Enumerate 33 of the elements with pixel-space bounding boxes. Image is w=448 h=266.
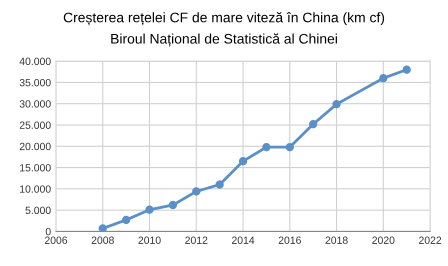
point bbox=[309, 120, 318, 128]
point bbox=[122, 216, 130, 224]
point bbox=[192, 187, 200, 196]
point bbox=[402, 66, 411, 74]
x-tick-label: 2014 bbox=[232, 236, 254, 244]
x-tick-label: 2018 bbox=[326, 236, 348, 244]
y-tick-label: 15.000 bbox=[20, 164, 51, 172]
x-tick-label: 2016 bbox=[278, 236, 301, 244]
y-tick-label: 0 bbox=[46, 228, 51, 236]
point bbox=[332, 100, 341, 108]
point bbox=[238, 157, 248, 166]
y-tick-label: 30.000 bbox=[20, 100, 51, 108]
chart-title: Creșterea rețelei CF de mare viteză în China (km cf) bbox=[64, 12, 384, 26]
point bbox=[262, 142, 271, 152]
y-tick-label: 35.000 bbox=[20, 78, 51, 86]
x-tick-label: 2020 bbox=[372, 236, 394, 244]
y-tick-label: 10.000 bbox=[20, 185, 51, 193]
chart-subtitle: Biroul Național de Statistică al Chinei bbox=[111, 33, 337, 46]
y-tick-label: 5.000 bbox=[25, 206, 51, 214]
x-tick-label: 2010 bbox=[138, 236, 161, 244]
y-tick-label: 40.000 bbox=[20, 58, 51, 66]
point bbox=[145, 206, 154, 214]
point bbox=[168, 200, 178, 210]
y-tick-label: 20.000 bbox=[20, 142, 51, 150]
point bbox=[215, 180, 224, 189]
point bbox=[379, 74, 388, 82]
x-tick-label: 2006 bbox=[44, 236, 68, 244]
point bbox=[98, 224, 107, 232]
y-tick-label: 25.000 bbox=[20, 122, 51, 129]
point bbox=[286, 142, 294, 152]
x-tick-label: 2022 bbox=[419, 236, 442, 244]
x-tick-label: 2008 bbox=[92, 236, 114, 244]
x-tick-label: 2012 bbox=[185, 236, 208, 244]
